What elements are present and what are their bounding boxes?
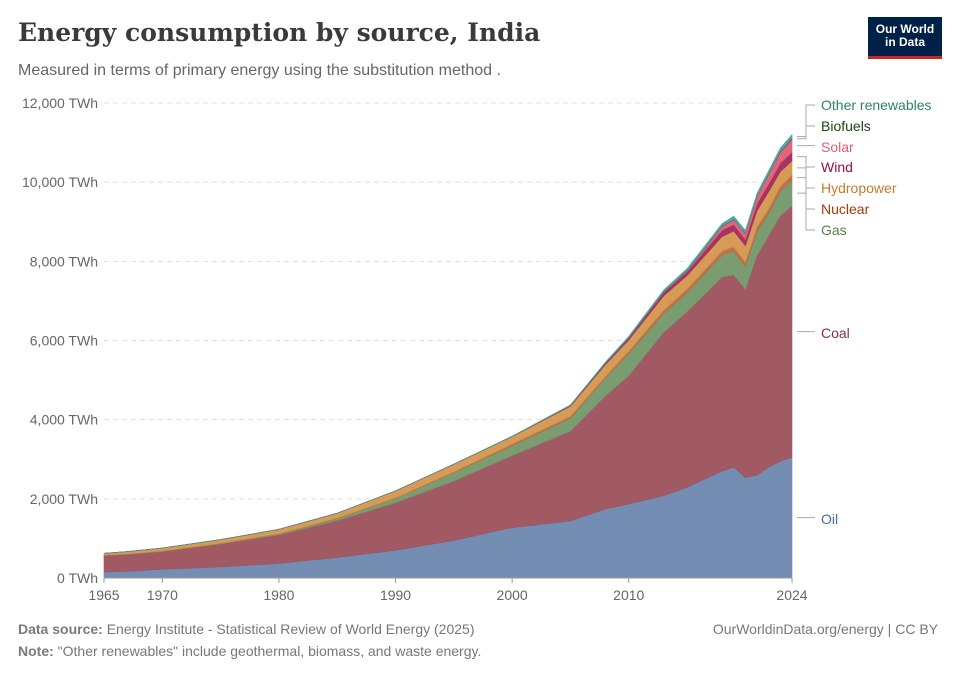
x-tick-label: 2024	[776, 587, 807, 603]
y-tick-label: 2,000 TWh	[30, 491, 98, 507]
legend-text: Hydropower	[821, 180, 897, 196]
y-tick-label: 0 TWh	[57, 570, 98, 586]
series-label-gas: Gas	[797, 192, 847, 238]
series-label-wind: Wind	[797, 156, 853, 175]
chart-subtitle: Measured in terms of primary energy usin…	[18, 62, 501, 79]
note-label: Note:	[18, 643, 54, 659]
area-other-renewables	[103, 133, 793, 554]
stacked-areas	[103, 133, 793, 579]
data-source: Data source: Energy Institute - Statisti…	[18, 621, 475, 637]
x-tick-label: 1965	[88, 587, 119, 603]
series-label-coal: Coal	[797, 325, 850, 341]
data-source-text: Energy Institute - Statistical Review of…	[106, 621, 475, 637]
x-tick-label: 1990	[380, 587, 411, 603]
chart-title: Energy consumption by source, India	[18, 18, 541, 47]
series-label-nuclear: Nuclear	[797, 177, 870, 217]
legend-text: Nuclear	[821, 201, 870, 217]
x-tick-label: 1970	[147, 587, 178, 603]
series-label-biofuels: Biofuels	[797, 118, 871, 140]
legend-text: Solar	[821, 139, 854, 155]
legend-text: Other renewables	[821, 97, 932, 113]
legend-text: Coal	[821, 325, 850, 341]
credit-link[interactable]: OurWorldinData.org/energy | CC BY	[712, 621, 938, 637]
note-text: "Other renewables" include geothermal, b…	[57, 643, 482, 659]
series-label-oil: Oil	[797, 511, 838, 527]
y-tick-label: 10,000 TWh	[22, 174, 98, 190]
y-tick-label: 4,000 TWh	[30, 412, 98, 428]
chart-note: Note: "Other renewables" include geother…	[18, 643, 481, 659]
legend-text: Gas	[821, 222, 847, 238]
series-label-other-renewables: Other renewables	[797, 97, 932, 137]
legend-text: Oil	[821, 511, 838, 527]
y-tick-label: 12,000 TWh	[22, 95, 98, 111]
x-tick-label: 1980	[263, 587, 294, 603]
owid-logo[interactable]: Our World in Data	[868, 17, 942, 59]
series-label-solar: Solar	[797, 139, 854, 155]
legend-text: Biofuels	[821, 118, 871, 134]
legend-text: Wind	[821, 159, 853, 175]
y-tick-label: 6,000 TWh	[30, 333, 98, 349]
series-labels: Oil Coal Gas Nuclear Hydropower Wind Solar Biof…	[797, 97, 932, 527]
data-source-label: Data source:	[18, 621, 103, 637]
series-label-hydropower: Hydropower	[797, 167, 897, 196]
x-tick-label: 2010	[613, 587, 644, 603]
y-tick-label: 8,000 TWh	[30, 253, 98, 269]
x-tick-label: 2000	[497, 587, 528, 603]
axes: 0 TWh 2,000 TWh 4,000 TWh 6,000 TWh 8,000 TW…	[22, 95, 808, 603]
